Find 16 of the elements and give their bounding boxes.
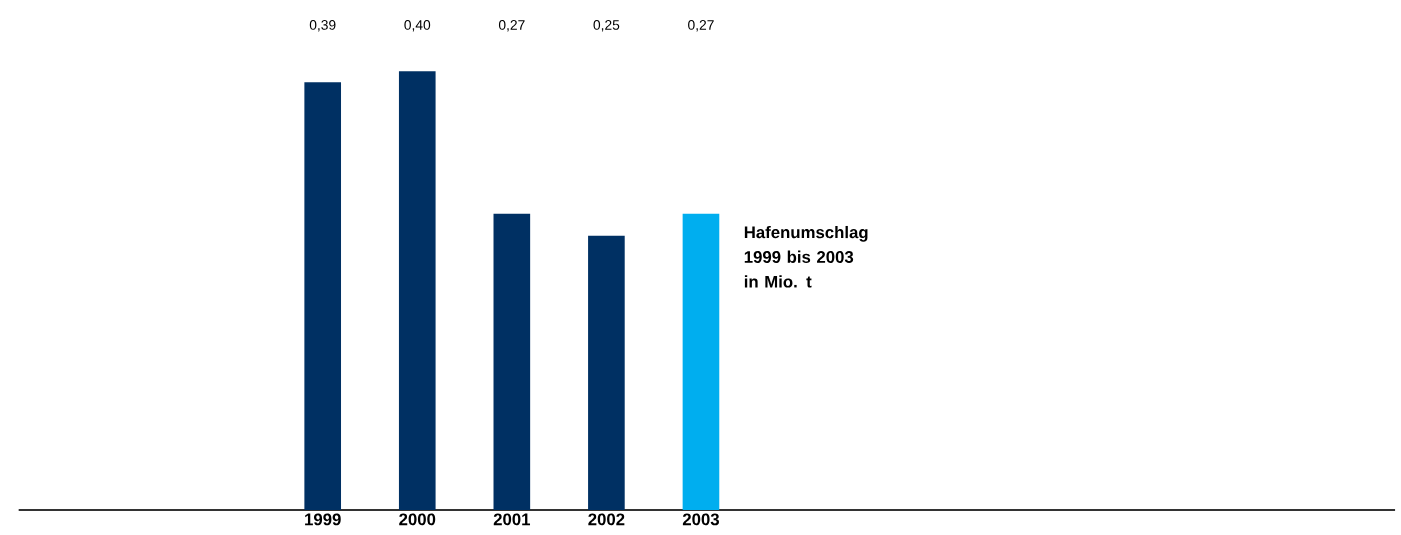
bar (493, 213, 531, 511)
data-label: 0,27 (688, 20, 714, 32)
x-tick-label: 2003 (682, 513, 720, 526)
bar (588, 235, 625, 511)
x-tick-label: 2002 (588, 513, 625, 526)
text: Hafenumschlag 1999 bis 2003 in Mio. t (744, 226, 868, 288)
bar (682, 213, 720, 511)
data-label: 0,27 (498, 20, 525, 32)
bar (398, 71, 436, 511)
data-label: 0,25 (593, 20, 620, 32)
x-tick-label: 2000 (399, 513, 436, 526)
bar (304, 82, 342, 511)
x-tick-label: 2001 (493, 513, 531, 526)
x-tick-label: 1999 (305, 513, 341, 526)
data-label: 0,40 (404, 20, 431, 32)
data-label: 0,39 (309, 20, 336, 32)
